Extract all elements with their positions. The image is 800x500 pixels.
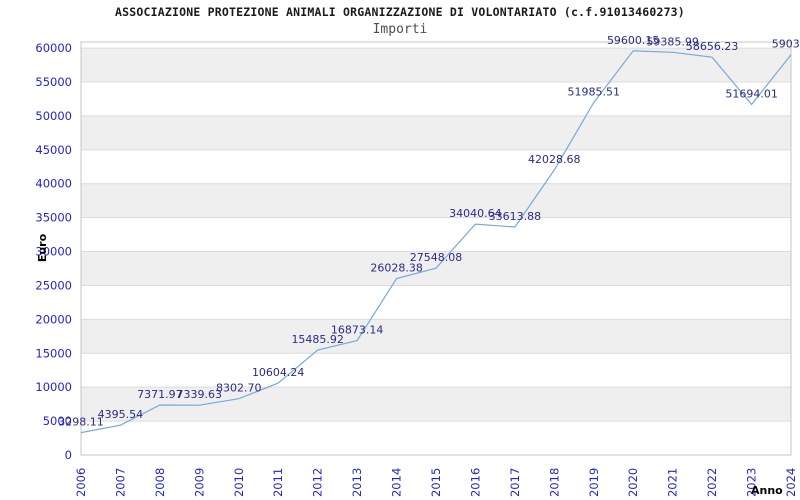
y-tick-label: 20000 (35, 312, 72, 326)
x-tick-label: 2013 (350, 468, 364, 497)
y-tick-label: 15000 (35, 346, 72, 360)
point-label: 34040.64 (449, 207, 502, 220)
point-label: 33613.88 (489, 210, 542, 223)
x-tick-label: 2012 (311, 468, 325, 497)
x-tick-label: 2009 (192, 468, 206, 497)
y-tick-label: 60000 (35, 41, 72, 55)
point-label: 58656.23 (686, 40, 739, 53)
x-tick-label: 2018 (547, 468, 561, 497)
point-label: 15485.92 (291, 333, 344, 346)
point-label: 4395.54 (98, 408, 144, 421)
x-tick-label: 2019 (587, 468, 601, 497)
x-tick-label: 2011 (271, 468, 285, 497)
y-tick-label: 10000 (35, 380, 72, 394)
point-label: 51985.51 (568, 86, 621, 99)
y-tick-label: 40000 (35, 177, 72, 191)
point-label: 27548.08 (410, 251, 463, 264)
x-tick-label: 2016 (468, 468, 482, 497)
plot-bands (81, 48, 791, 422)
point-label: 42028.68 (528, 153, 581, 166)
point-label: 26028.38 (370, 262, 423, 275)
point-label: 51694.01 (725, 87, 778, 100)
plot-band (81, 183, 791, 218)
y-tick-label: 35000 (35, 211, 72, 225)
x-tick-label: 2006 (74, 468, 88, 497)
point-label: 7339.63 (177, 388, 223, 401)
y-tick-label: 30000 (35, 245, 72, 259)
x-tick-label: 2008 (153, 468, 167, 497)
x-axis-title: Anno (751, 484, 783, 497)
point-label: 3298.11 (58, 416, 104, 429)
plot-band (81, 319, 791, 354)
plot-band (81, 387, 791, 422)
plot-border (80, 41, 792, 456)
x-tick-label: 2017 (508, 468, 522, 497)
y-axis-labels: 0 5000 10000 15000 20000 25000 30000 35000 40000… (35, 41, 72, 462)
x-tick-label: 2007 (113, 468, 127, 497)
y-tick-label: 50000 (35, 109, 72, 123)
point-label: 59385.99 (646, 35, 699, 48)
x-axis-labels: 2006 2007 2008 2009 2010 2011 2012 2013 2014 2015… (74, 468, 798, 497)
point-label: 7371.97 (137, 388, 183, 401)
x-tick-label: 2023 (745, 468, 759, 497)
x-tick-label: 2014 (390, 468, 404, 497)
x-tick-label: 2010 (232, 468, 246, 497)
chart-title: ASSOCIAZIONE PROTEZIONE ANIMALI ORGANIZZ… (115, 5, 685, 19)
y-tick-label: 25000 (35, 279, 72, 293)
y-tick-label: 0 (65, 448, 72, 462)
point-label: 16873.14 (331, 324, 384, 337)
point-label: 10604.24 (252, 366, 305, 379)
x-tick-label: 2020 (626, 468, 640, 497)
chart-subtitle: Importi (372, 22, 428, 37)
grid-lines (81, 47, 791, 422)
plot-band (81, 48, 791, 83)
plot-band (81, 115, 791, 150)
x-tick-label: 2024 (784, 468, 798, 497)
y-tick-label: 5000 (43, 414, 72, 428)
importi-line (80, 50, 792, 434)
y-axis-title: Euro (36, 233, 49, 262)
x-tick-label: 2015 (429, 468, 443, 497)
x-tick-label: 2021 (666, 468, 680, 497)
point-label: 59600.15 (607, 34, 660, 47)
y-tick-label: 45000 (35, 143, 72, 157)
y-tick-label: 55000 (35, 75, 72, 89)
x-tick-label: 2022 (705, 468, 719, 497)
point-label: 8302.70 (216, 382, 262, 395)
